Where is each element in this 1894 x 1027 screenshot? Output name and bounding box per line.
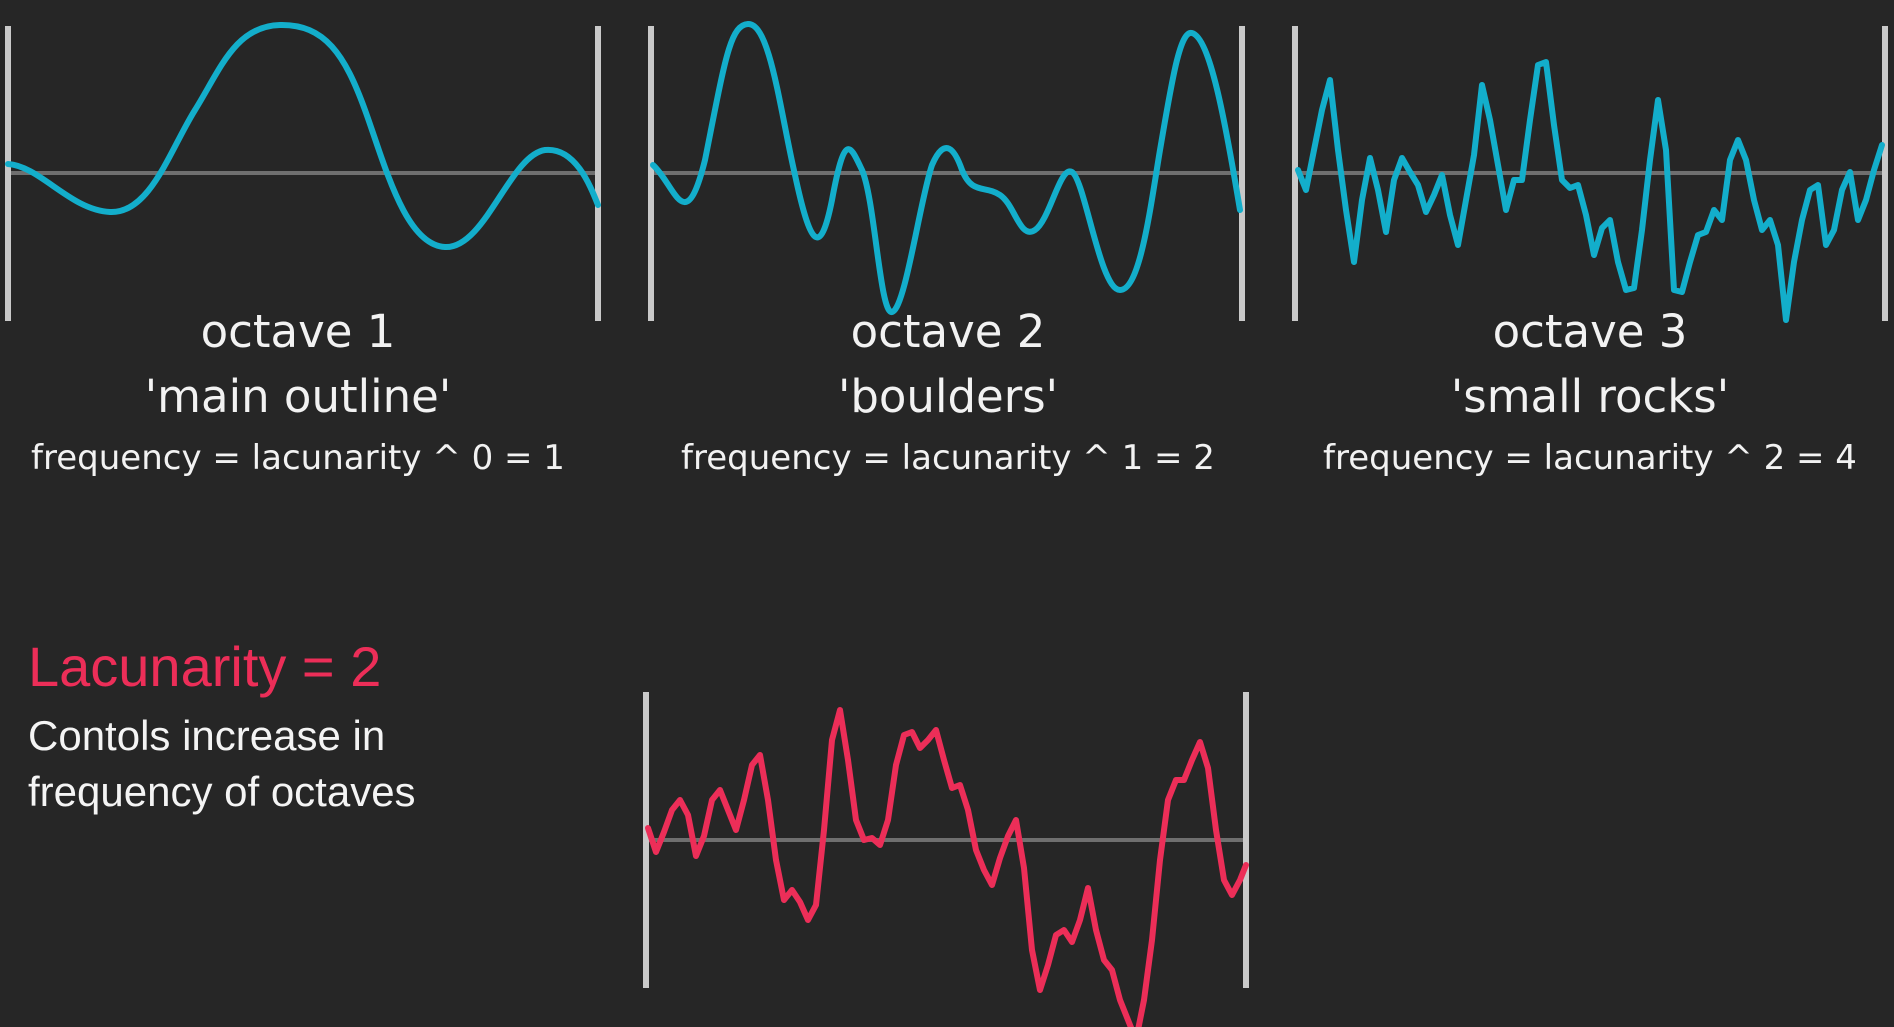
octave-3-formula: frequency = lacunarity ^ 2 = 4 [1323,438,1857,478]
octave-2-wave [650,20,1243,316]
lacunarity-label: Lacunarity = 2 [28,635,382,698]
octave-1-nickname: 'main outline' [144,370,452,423]
octave-3-nickname: 'small rocks' [1450,370,1730,423]
octave-3-caption: octave 3 'small rocks' frequency = lacun… [1310,300,1870,486]
lacunarity-description-line-1: Contols increase in [28,712,386,759]
octave-2-graph [648,20,1245,321]
octave-2-formula: frequency = lacunarity ^ 1 = 2 [681,438,1215,478]
octave-3-title: octave 3 [1492,305,1688,358]
combined-wave [645,707,1249,1027]
octave-1-formula: frequency = lacunarity ^ 0 = 1 [31,438,565,478]
octave-1-graph [5,21,601,321]
lacunarity-description: Contols increase in frequency of octaves [28,708,588,820]
octave-1-title: octave 1 [200,305,396,358]
octave-1-caption: octave 1 'main outline' frequency = lacu… [18,300,578,486]
octave-3-graph [1292,26,1888,323]
lacunarity-description-line-2: frequency of octaves [28,768,416,815]
octave-3-wave [1295,59,1885,323]
octave-2-title: octave 2 [850,305,1046,358]
octave-1-wave [5,21,601,251]
octave-2-caption: octave 2 'boulders' frequency = lacunari… [668,300,1228,486]
combined-graph [643,692,1249,1027]
octave-2-nickname: 'boulders' [837,370,1059,423]
